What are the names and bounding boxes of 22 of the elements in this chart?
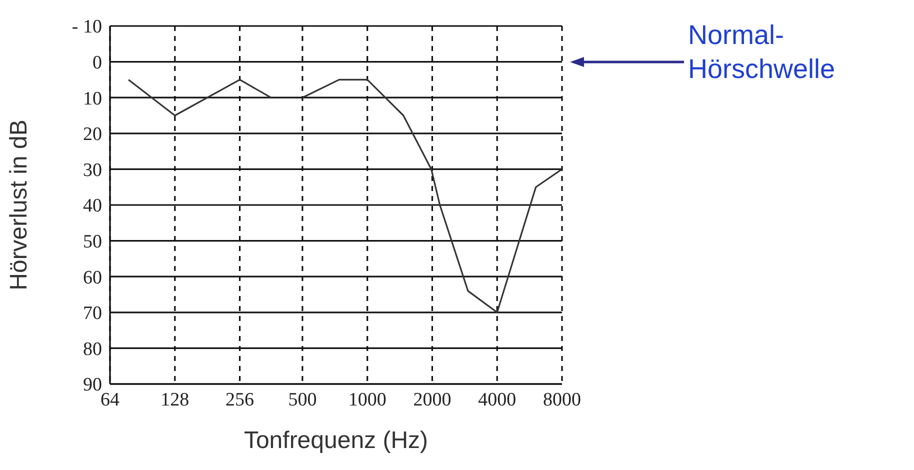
y-tick-label: 30 <box>83 160 102 181</box>
y-tick-label: 90 <box>83 374 102 396</box>
y-tick-label: 40 <box>83 196 102 217</box>
y-tick-label: 60 <box>83 267 102 288</box>
y-tick-label: 50 <box>83 232 102 253</box>
y-tick-label: 0 <box>92 52 102 74</box>
y-tick-label: 80 <box>83 338 102 360</box>
y-tick-label: 10 <box>83 88 102 110</box>
y-tick-label: - 10 <box>72 16 102 38</box>
x-tick-label: 4000 <box>478 389 516 410</box>
x-axis-title: Tonfrequenz (Hz) <box>244 427 428 454</box>
x-tick-label: 8000 <box>543 389 581 410</box>
text: Normal-Hörschwelle <box>688 19 836 86</box>
y-axis-title: Hörverlust in dB <box>6 120 33 290</box>
x-tick-label: 64 <box>100 389 120 410</box>
x-tick-label: 128 <box>160 389 190 410</box>
x-tick-label: 500 <box>288 389 317 410</box>
x-tick-label: 2000 <box>413 389 452 410</box>
x-tick-label: 256 <box>226 389 254 410</box>
x-tick-label: 1000 <box>348 389 386 410</box>
y-tick-label: 20 <box>83 124 102 146</box>
y-tick-label: 70 <box>83 303 102 324</box>
